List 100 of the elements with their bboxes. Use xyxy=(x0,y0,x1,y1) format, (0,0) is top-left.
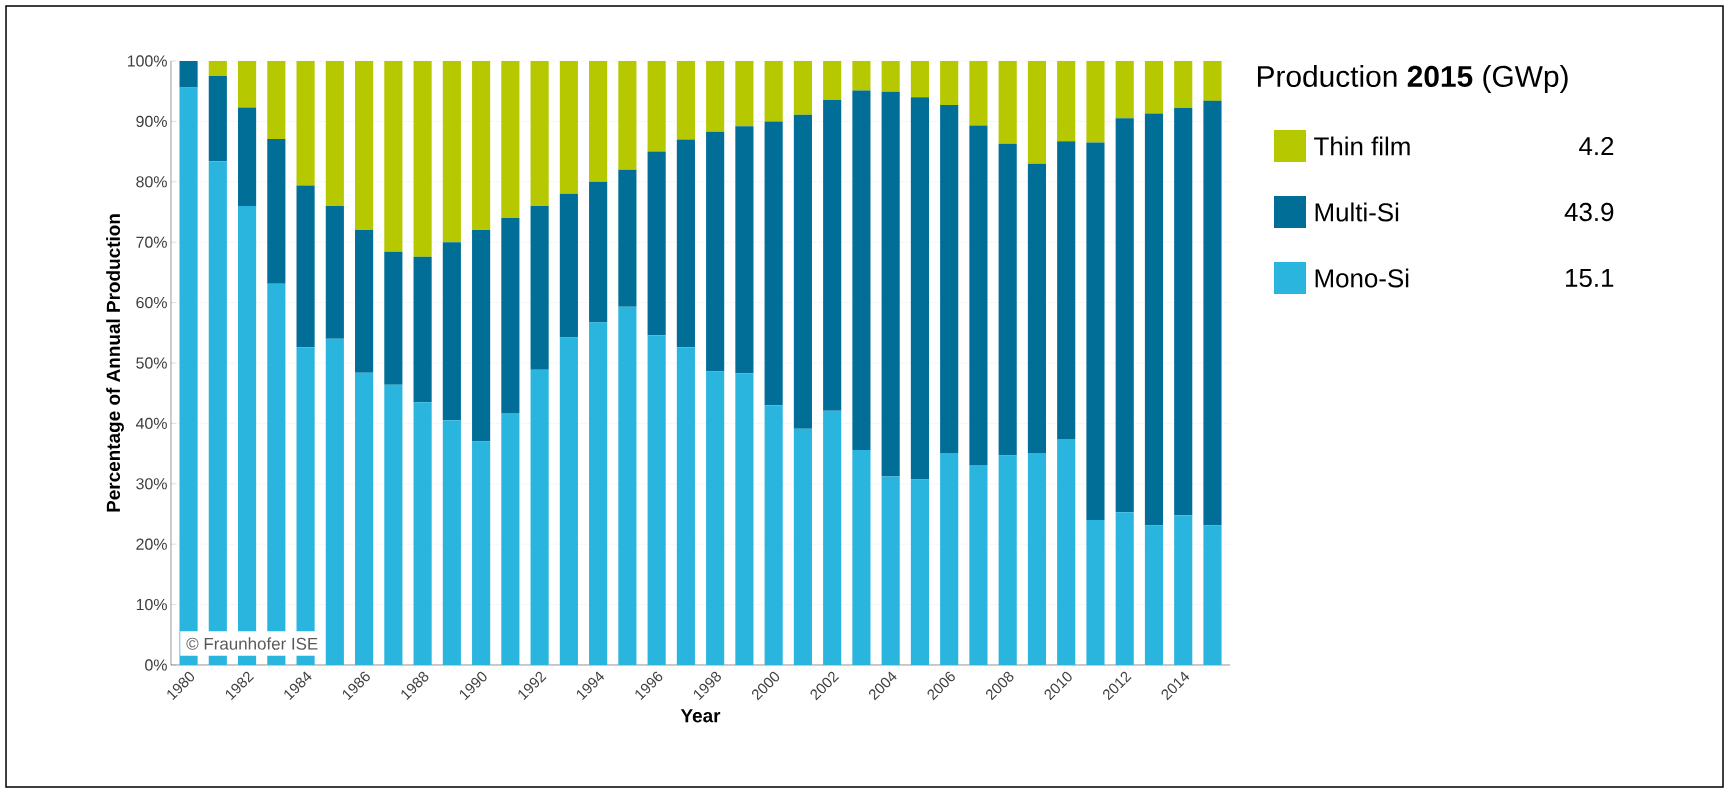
text: 4.2 xyxy=(1579,136,1614,156)
bar xyxy=(208,76,227,162)
bar xyxy=(998,60,1017,144)
bar xyxy=(559,337,578,665)
bar xyxy=(764,121,783,406)
bar xyxy=(1144,60,1164,114)
legend-label: Thin film xyxy=(1314,136,1410,156)
bar xyxy=(618,306,637,665)
bar xyxy=(618,60,637,170)
bar xyxy=(940,105,959,453)
y-tick-label: 20% xyxy=(136,538,167,550)
bar xyxy=(442,242,461,421)
bar xyxy=(735,373,754,665)
bar xyxy=(618,169,637,307)
bar xyxy=(1057,439,1076,665)
bar xyxy=(325,205,344,339)
bar xyxy=(881,91,900,477)
bar xyxy=(384,384,403,665)
bar xyxy=(1115,512,1134,665)
bar xyxy=(647,151,666,336)
bar xyxy=(179,87,198,665)
y-tick-label: 40% xyxy=(135,417,167,430)
legend-label: Mono-Si xyxy=(1315,268,1409,288)
bar xyxy=(735,60,754,127)
bar xyxy=(472,441,491,665)
text: 43.9 xyxy=(1564,202,1614,222)
bar xyxy=(267,60,286,139)
y-tick-label: 80% xyxy=(136,176,167,188)
bar xyxy=(735,126,754,374)
bar xyxy=(881,476,900,665)
bar xyxy=(1203,60,1222,101)
bar xyxy=(910,97,929,480)
bar xyxy=(384,60,403,252)
bar xyxy=(969,60,988,126)
bar xyxy=(676,347,695,665)
bar xyxy=(267,138,286,284)
bar xyxy=(823,99,842,411)
text: 15.1 xyxy=(1566,268,1614,288)
bar xyxy=(296,60,315,186)
bar xyxy=(1057,60,1076,142)
bar xyxy=(793,60,812,115)
bar xyxy=(969,465,988,665)
bar xyxy=(472,230,491,442)
bar xyxy=(647,60,666,152)
y-tick-label: 90% xyxy=(136,115,167,128)
bar xyxy=(823,60,842,100)
annotation: © Fraunhofer ISE xyxy=(186,637,318,650)
bar xyxy=(1174,60,1193,109)
bar xyxy=(589,181,608,323)
bar xyxy=(823,410,842,665)
bar xyxy=(1174,515,1193,665)
bar xyxy=(706,371,725,665)
bar xyxy=(179,60,198,88)
bar xyxy=(355,230,374,373)
bar xyxy=(940,452,959,665)
bar xyxy=(706,131,725,372)
bar xyxy=(296,185,315,348)
bar xyxy=(530,369,549,665)
bar xyxy=(1086,142,1105,521)
bar xyxy=(530,205,549,370)
bar xyxy=(208,60,227,77)
bar xyxy=(676,60,695,140)
bar xyxy=(1086,60,1105,143)
bar xyxy=(355,372,374,665)
bar xyxy=(589,60,608,182)
bar xyxy=(559,193,578,338)
bar xyxy=(442,60,461,243)
bar xyxy=(238,60,257,108)
bar xyxy=(969,125,988,466)
bar xyxy=(676,139,695,348)
bar xyxy=(413,60,432,257)
bar xyxy=(852,90,871,450)
y-axis-title: Percentage of Annual Production xyxy=(106,214,124,512)
bar xyxy=(706,60,725,132)
bar xyxy=(530,60,549,206)
bar xyxy=(413,256,432,403)
bar xyxy=(355,60,374,231)
bar xyxy=(852,60,871,91)
bar xyxy=(238,107,257,206)
y-tick-label: 70% xyxy=(136,236,167,248)
bar xyxy=(589,322,608,665)
bar xyxy=(647,335,666,665)
bar xyxy=(881,60,900,92)
bar xyxy=(793,114,812,429)
y-tick-label: 60% xyxy=(136,296,167,309)
bar xyxy=(413,402,432,665)
bar xyxy=(1086,520,1105,665)
bar xyxy=(442,420,461,665)
bar xyxy=(501,60,520,219)
bar xyxy=(764,405,783,665)
bar xyxy=(1027,452,1047,665)
bar xyxy=(325,338,344,665)
bar xyxy=(940,60,959,106)
bar xyxy=(910,60,929,98)
bar xyxy=(501,413,520,665)
bar xyxy=(998,455,1017,665)
bar xyxy=(1115,118,1134,513)
bar xyxy=(793,428,812,665)
bar xyxy=(1203,525,1222,665)
bar xyxy=(1027,60,1047,164)
